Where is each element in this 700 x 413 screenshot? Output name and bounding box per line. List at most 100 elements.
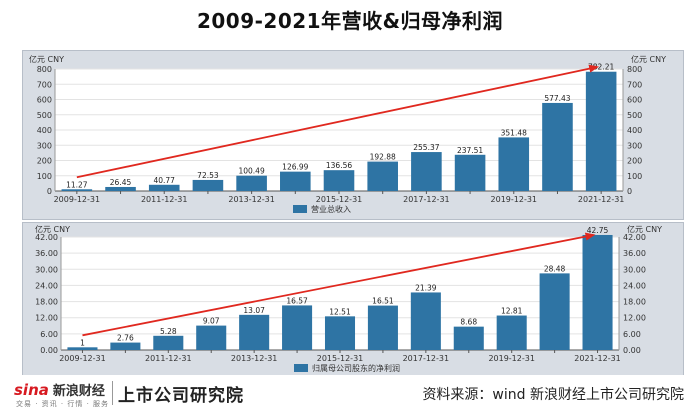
net-profit-y-tick-right: 30.00 — [623, 265, 646, 274]
revenue-y-tick-left: 700 — [37, 80, 52, 89]
revenue-bar — [105, 186, 136, 191]
net-profit-x-tick-label: 2021-12-31 — [574, 354, 621, 363]
revenue-y-tick-right: 0 — [627, 187, 632, 196]
revenue-data-label: 100.49 — [238, 167, 264, 176]
net-profit-x-tick-label: 2017-12-31 — [403, 354, 450, 363]
net-profit-unit-right: 亿元 CNY — [627, 224, 662, 234]
revenue-data-label: 782.21 — [588, 63, 614, 72]
net-profit-y-tick-right: 36.00 — [623, 249, 646, 258]
revenue-bar — [585, 71, 617, 191]
net-profit-data-label: 13.07 — [243, 306, 265, 315]
revenue-y-tick-left: 800 — [37, 65, 52, 74]
revenue-x-tick-label: 2017-12-31 — [403, 195, 450, 204]
net-profit-y-tick-left: 30.00 — [35, 265, 58, 274]
revenue-chart-panel: 亿元 CNY 亿元 CNY 0 0 100 100 200 200 300 300 400 400 50… — [22, 50, 684, 220]
revenue-bar — [411, 152, 442, 191]
revenue-y-tick-left: 100 — [37, 172, 52, 181]
net-profit-bar — [539, 273, 570, 350]
net-profit-legend-swatch — [294, 364, 308, 372]
revenue-y-tick-left: 600 — [37, 96, 52, 105]
revenue-data-label: 11.27 — [66, 180, 88, 189]
revenue-data-label: 26.45 — [110, 178, 132, 187]
net-profit-bar — [196, 325, 227, 350]
revenue-chart: 亿元 CNY 亿元 CNY 0 0 100 100 200 200 300 300 400 400 50… — [29, 54, 666, 214]
net-profit-y-tick-left: 42.00 — [35, 233, 58, 242]
net-profit-x-tick-label: 2019-12-31 — [488, 354, 535, 363]
sina-logo-text: sina — [14, 381, 49, 399]
net-profit-y-tick-right: 12.00 — [623, 314, 646, 323]
net-profit-bar — [367, 305, 398, 350]
revenue-bar — [454, 154, 486, 191]
net-profit-data-label: 28.48 — [544, 264, 566, 273]
net-profit-y-tick-right: 42.00 — [623, 233, 646, 242]
revenue-x-tick-label: 2009-12-31 — [54, 195, 101, 204]
net-profit-bar — [110, 342, 141, 350]
net-profit-data-label: 8.68 — [460, 318, 477, 327]
net-profit-data-label: 9.07 — [203, 317, 220, 326]
revenue-y-tick-left: 200 — [37, 157, 52, 166]
revenue-trend-arrow — [76, 64, 600, 179]
net-profit-x-tick-label: 2015-12-31 — [317, 354, 364, 363]
net-profit-trend-arrow — [82, 232, 596, 337]
sina-finance-name: 新浪财经 — [52, 384, 105, 399]
revenue-y-tick-left: 0 — [47, 187, 52, 196]
revenue-y-tick-right: 600 — [627, 96, 642, 105]
revenue-data-label: 40.77 — [153, 176, 175, 185]
revenue-y-tick-left: 300 — [37, 141, 52, 150]
revenue-y-tick-left: 400 — [37, 126, 52, 135]
research-institute-name: 上市公司研究院 — [118, 386, 244, 406]
revenue-data-label: 126.99 — [282, 163, 308, 172]
revenue-y-tick-right: 500 — [627, 111, 642, 120]
net-profit-y-tick-right: 0.00 — [623, 346, 641, 355]
net-profit-bar — [324, 316, 356, 350]
net-profit-data-label: 2.76 — [117, 334, 134, 343]
net-profit-bar — [496, 315, 527, 350]
net-profit-y-tick-left: 36.00 — [35, 249, 58, 258]
net-profit-data-label: 42.75 — [587, 226, 609, 235]
revenue-unit-right: 亿元 CNY — [631, 54, 666, 64]
revenue-x-tick-label: 2011-12-31 — [141, 195, 188, 204]
revenue-bar — [236, 175, 267, 191]
net-profit-data-label: 5.28 — [160, 327, 177, 336]
net-profit-data-label: 21.39 — [415, 283, 437, 292]
net-profit-data-label: 16.51 — [372, 297, 394, 306]
title-bar: 2009-2021年营收&归母净利润 — [0, 0, 700, 40]
footer: sina 新浪财经 交易 · 资讯 · 行情 · 服务 上市公司研究院 资料来源：… — [0, 375, 700, 413]
net-profit-data-label: 12.81 — [501, 307, 523, 316]
revenue-data-label: 136.56 — [326, 161, 352, 170]
net-profit-y-tick-left: 0.00 — [40, 346, 58, 355]
revenue-x-tick-label: 2019-12-31 — [491, 195, 538, 204]
sina-finance-tagline: 交易 · 资讯 · 行情 · 服务 — [16, 400, 110, 408]
net-profit-y-tick-right: 6.00 — [623, 330, 641, 339]
net-profit-y-tick-right: 18.00 — [623, 298, 646, 307]
revenue-data-label: 577.43 — [544, 94, 570, 103]
revenue-bar — [542, 102, 573, 191]
net-profit-y-tick-left: 12.00 — [35, 314, 58, 323]
data-source: 资料来源：wind 新浪财经上市公司研究院 — [422, 387, 684, 403]
net-profit-x-tick-label: 2011-12-31 — [145, 354, 192, 363]
net-profit-unit-left: 亿元 CNY — [35, 224, 70, 234]
revenue-legend-label: 营业总收入 — [311, 204, 351, 214]
net-profit-x-tick-label: 2009-12-31 — [59, 354, 106, 363]
sina-finance-logo: sina 新浪财经 交易 · 资讯 · 行情 · 服务 — [14, 380, 109, 409]
revenue-bar — [280, 171, 311, 191]
revenue-y-tick-right: 200 — [627, 157, 642, 166]
revenue-data-label: 72.53 — [197, 171, 219, 180]
revenue-legend-swatch — [293, 205, 307, 213]
revenue-y-tick-right: 100 — [627, 172, 642, 181]
net-profit-legend-label: 归属母公司股东的净利润 — [312, 363, 400, 373]
revenue-bar — [367, 161, 398, 191]
net-profit-chart-panel: 亿元 CNY 亿元 CNY 0.00 0.00 6.00 6.00 12.00 12.00 18… — [22, 222, 684, 378]
net-profit-bar — [239, 314, 270, 350]
revenue-data-label: 237.51 — [457, 146, 483, 155]
revenue-unit-left: 亿元 CNY — [29, 54, 64, 64]
page-title: 2009-2021年营收&归母净利润 — [196, 9, 504, 33]
net-profit-y-tick-left: 24.00 — [35, 281, 58, 290]
revenue-x-tick-label: 2013-12-31 — [228, 195, 275, 204]
net-profit-y-tick-right: 24.00 — [623, 281, 646, 290]
footer-divider — [112, 381, 113, 405]
net-profit-data-label: 1 — [80, 338, 85, 347]
revenue-data-label: 255.37 — [413, 143, 439, 152]
revenue-bar — [323, 170, 355, 191]
